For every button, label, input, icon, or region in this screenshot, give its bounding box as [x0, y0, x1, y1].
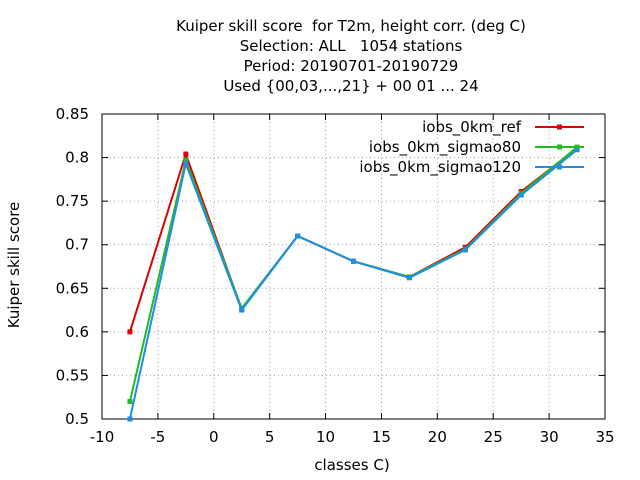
chart-title-line: Period: 20190701-20190729 [243, 57, 459, 75]
y-tick-label: 0.5 [65, 410, 89, 428]
y-tick-label: 0.75 [56, 192, 89, 210]
x-tick-label: 5 [265, 428, 275, 446]
x-tick-label: -5 [150, 428, 165, 446]
plot-border [101, 113, 606, 420]
x-axis-label: classes C) [314, 456, 390, 474]
data-point-iobs_0km_sigmao80 [183, 157, 189, 163]
x-tick-label: 30 [540, 428, 559, 446]
data-point-iobs_0km_sigmao120 [406, 275, 412, 281]
legend-marker [557, 124, 562, 130]
y-tick-label: 0.55 [56, 366, 89, 384]
data-point-iobs_0km_sigmao80 [127, 399, 133, 405]
y-axis-label: Kuiper skill score [5, 201, 23, 329]
data-point-iobs_0km_ref [183, 151, 189, 157]
x-tick-label: -10 [90, 428, 115, 446]
y-tick-label: 0.85 [56, 105, 89, 123]
legend-label: iobs_0km_sigmao80 [369, 138, 521, 157]
chart-title-line: Used {00,03,...,21} + 00 01 ... 24 [223, 77, 479, 95]
legend-marker [557, 164, 562, 170]
y-tick-label: 0.6 [65, 323, 89, 341]
data-point-iobs_0km_sigmao120 [183, 161, 189, 167]
x-tick-label: 35 [595, 428, 614, 446]
data-point-iobs_0km_sigmao120 [295, 233, 301, 239]
chart-title-line: Kuiper skill score for T2m, height corr.… [176, 17, 526, 35]
y-tick-label: 0.65 [56, 279, 89, 297]
data-point-iobs_0km_sigmao120 [518, 192, 524, 198]
data-point-iobs_0km_sigmao120 [127, 416, 133, 422]
chart-title-line: Selection: ALL 1054 stations [239, 37, 463, 55]
x-tick-label: 10 [316, 428, 335, 446]
legend-label: iobs_0km_ref [422, 118, 522, 137]
data-point-iobs_0km_sigmao120 [462, 247, 468, 253]
x-tick-label: 0 [209, 428, 219, 446]
data-point-iobs_0km_sigmao120 [351, 258, 356, 264]
x-tick-label: 15 [372, 428, 391, 446]
data-point-iobs_0km_sigmao120 [239, 307, 245, 313]
x-tick-label: 20 [428, 428, 447, 446]
legend-marker [557, 144, 562, 150]
data-point-iobs_0km_ref [127, 329, 133, 335]
x-tick-label: 25 [484, 428, 503, 446]
legend-label: iobs_0km_sigmao120 [359, 158, 521, 177]
data-point-iobs_0km_sigmao120 [574, 147, 580, 153]
y-tick-label: 0.7 [65, 236, 89, 254]
y-tick-label: 0.8 [65, 149, 89, 167]
